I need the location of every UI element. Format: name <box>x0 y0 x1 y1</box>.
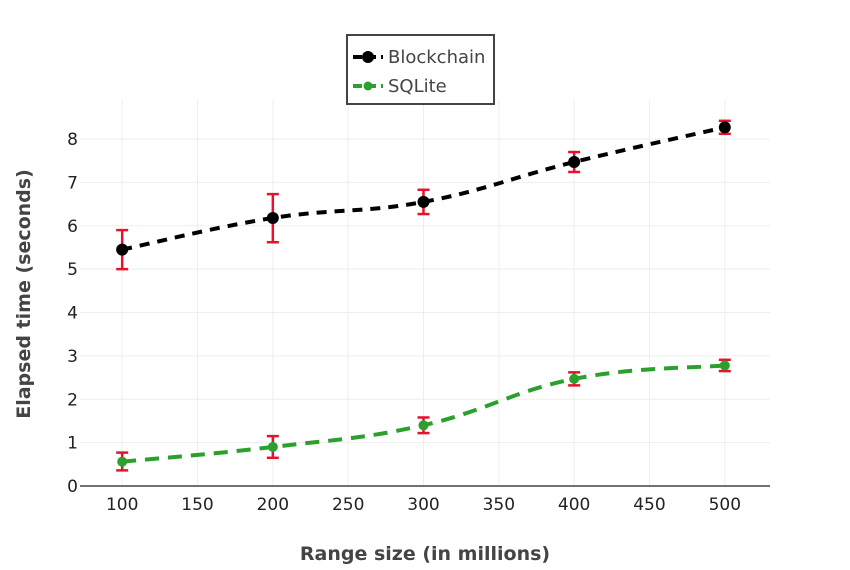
x-tick-label: 100 <box>106 495 138 515</box>
legend-marker-blockchain <box>362 51 374 63</box>
x-tick-label: 350 <box>483 495 515 515</box>
data-point-blockchain[interactable] <box>417 195 430 208</box>
data-point-sqlite[interactable] <box>117 456 128 467</box>
legend-label-sqlite: SQLite <box>388 76 447 97</box>
x-tick-label: 500 <box>709 495 741 515</box>
data-point-sqlite[interactable] <box>719 360 730 371</box>
data-point-sqlite[interactable] <box>569 373 580 384</box>
data-point-blockchain[interactable] <box>568 156 581 169</box>
data-point-sqlite[interactable] <box>418 420 429 431</box>
data-point-blockchain[interactable] <box>718 121 731 134</box>
legend-item-blockchain[interactable]: Blockchain <box>353 47 485 68</box>
axes: 100 150 200 250 300 350 400 450 500 0 1 2 3 4 5 6 7 8 <box>67 130 770 515</box>
data-point-blockchain[interactable] <box>266 211 279 224</box>
y-tick-label: 8 <box>67 130 78 150</box>
legend-label-blockchain: Blockchain <box>388 47 485 68</box>
x-tick-label: 300 <box>407 495 439 515</box>
x-tick-label: 400 <box>558 495 590 515</box>
legend[interactable]: Blockchain SQLite <box>346 34 495 105</box>
x-tick-label: 150 <box>181 495 213 515</box>
x-axis-title: Range size (in millions) <box>300 543 550 565</box>
x-tick-label: 250 <box>332 495 364 515</box>
x-tick-label: 450 <box>633 495 665 515</box>
x-tick-label: 200 <box>257 495 289 515</box>
y-tick-label: 4 <box>67 304 78 324</box>
gridlines <box>80 100 770 486</box>
y-tick-label: 0 <box>67 477 78 497</box>
legend-marker-sqlite <box>363 81 373 91</box>
y-tick-label: 5 <box>67 260 78 280</box>
series-line-blockchain <box>121 125 726 252</box>
legend-item-sqlite[interactable]: SQLite <box>353 76 447 97</box>
y-tick-label: 1 <box>67 434 78 454</box>
data-point-blockchain[interactable] <box>116 243 129 256</box>
y-tick-label: 7 <box>67 173 78 193</box>
legend-box <box>346 34 495 105</box>
y-tick-label: 2 <box>67 390 78 410</box>
y-tick-label: 6 <box>67 217 78 237</box>
y-tick-label: 3 <box>67 347 78 367</box>
y-axis-title: Elapsed time (seconds) <box>13 169 35 419</box>
series-markers <box>116 121 731 467</box>
data-point-sqlite[interactable] <box>267 441 278 452</box>
